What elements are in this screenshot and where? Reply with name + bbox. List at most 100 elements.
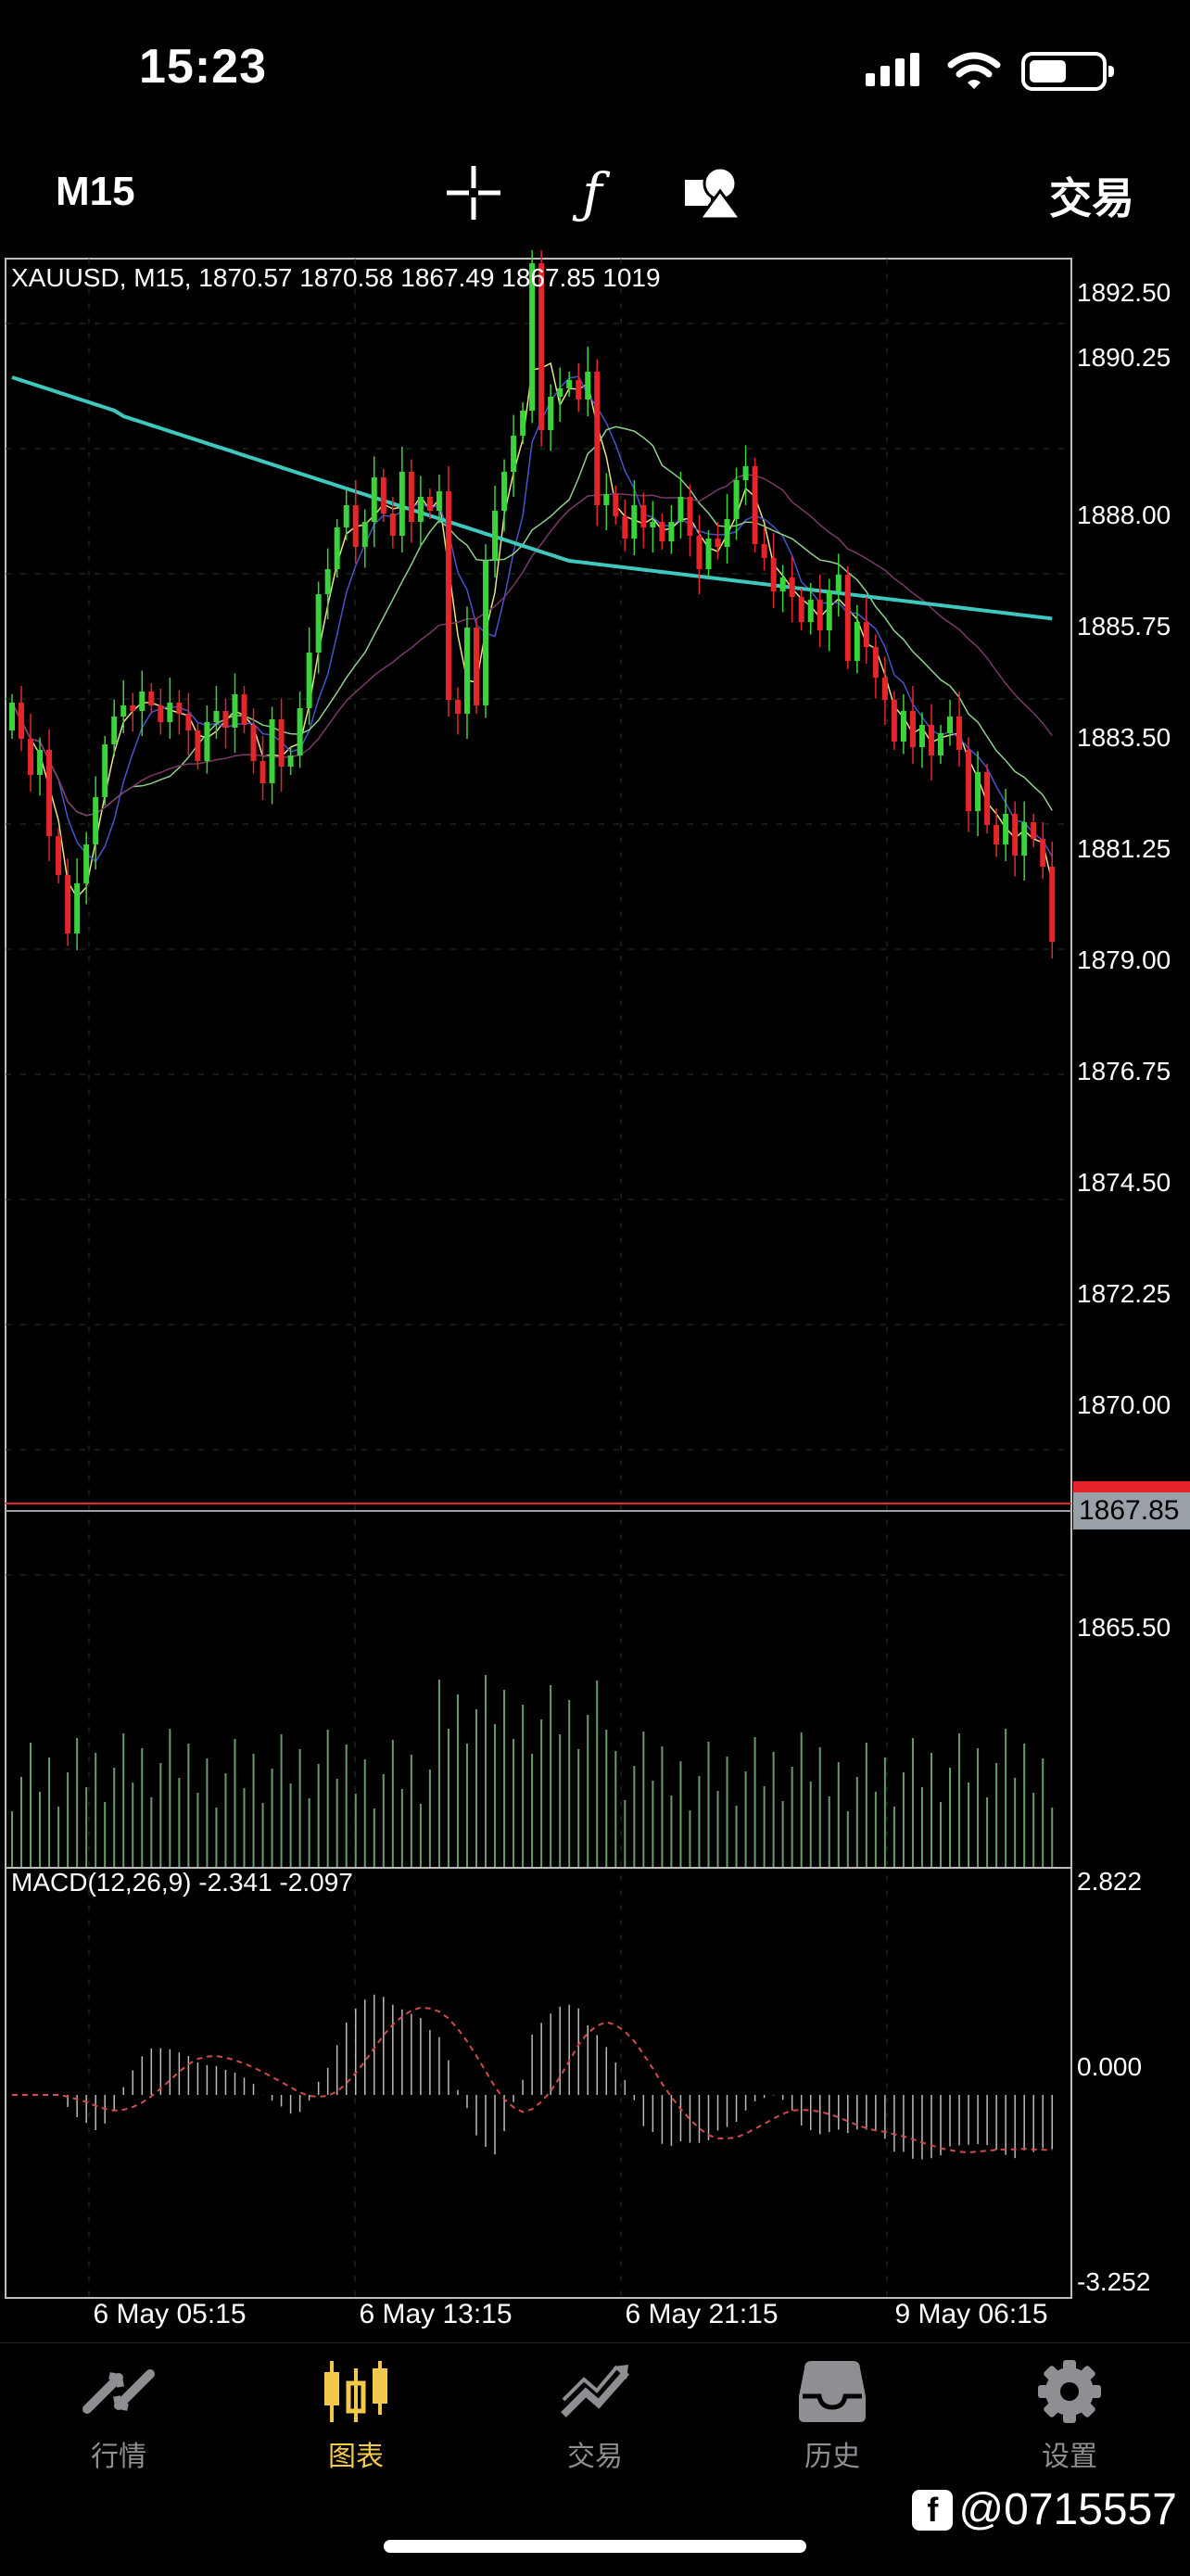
candle-body: [807, 600, 814, 622]
candle-body: [779, 577, 786, 591]
tab-label: 设置: [1042, 2442, 1097, 2472]
chart-frame: [5, 258, 1072, 2299]
candle-body: [287, 755, 294, 767]
timeframe-button[interactable]: M15: [56, 169, 135, 214]
candle-body: [463, 628, 470, 714]
tab-label: 行情: [91, 2442, 146, 2472]
tab-label: 交易: [567, 2442, 623, 2472]
objects-icon[interactable]: [682, 162, 743, 223]
trade-button[interactable]: 交易: [1049, 174, 1134, 222]
tab-settings[interactable]: 设置: [977, 2359, 1162, 2474]
candle-body: [315, 594, 322, 653]
candle-body: [324, 569, 331, 594]
facebook-icon: f: [912, 2489, 954, 2531]
price-label: 1879.00: [1077, 945, 1171, 974]
history-icon: [799, 2361, 866, 2422]
candle-body: [195, 730, 201, 761]
candle-body: [1021, 822, 1028, 856]
chart-info-line: XAUUSD, M15, 1870.57 1870.58 1867.49 186…: [11, 263, 661, 292]
candle-body: [566, 380, 573, 388]
price-label: 1892.50: [1077, 278, 1171, 307]
candle-body: [668, 522, 675, 541]
candle-body: [742, 466, 749, 480]
candle-body: [947, 717, 954, 733]
candle-body: [492, 511, 499, 561]
candle-body: [548, 397, 554, 430]
price-chart[interactable]: [0, 250, 1190, 2336]
volume-bars: [11, 1675, 1054, 1867]
candle-body: [65, 875, 71, 933]
candle-body: [445, 491, 451, 700]
candle-body: [854, 622, 860, 661]
ma-slow: [11, 375, 1053, 621]
candle-body: [1012, 814, 1019, 856]
tab-quotes[interactable]: 行情: [26, 2359, 211, 2474]
candle-body: [1049, 867, 1056, 942]
candle-body: [538, 263, 545, 430]
quotes-icon: [82, 2369, 155, 2414]
candle-body: [111, 717, 118, 744]
battery-icon: [1021, 52, 1114, 91]
tab-label: 历史: [804, 2442, 860, 2472]
macd-axis-label: 0.000: [1077, 2052, 1143, 2081]
candle-body: [724, 519, 730, 547]
tab-trade[interactable]: 交易: [502, 2359, 688, 2474]
candle-body: [770, 558, 777, 591]
candles: [9, 250, 1056, 958]
candle-body: [984, 772, 991, 825]
chart-icon: [324, 2361, 387, 2422]
candle-body: [9, 703, 15, 730]
candle-body: [241, 694, 247, 725]
candle-body: [260, 761, 266, 783]
candle-body: [343, 505, 349, 527]
time-axis-label: 6 May 21:15: [625, 2299, 779, 2329]
candle-body: [28, 739, 34, 775]
candle-body: [705, 539, 712, 569]
candle-body: [232, 694, 238, 728]
candle-body: [817, 600, 823, 630]
candle-body: [1031, 822, 1037, 839]
price-label: 1888.00: [1077, 501, 1171, 529]
candle-body: [120, 705, 127, 717]
candle-body: [687, 497, 693, 536]
candle-body: [483, 561, 489, 705]
candle-body: [454, 700, 461, 714]
candle-body: [650, 522, 656, 527]
candle-body: [872, 647, 879, 678]
ma-long: [11, 474, 1053, 817]
candle-body: [994, 825, 1000, 844]
candle-body: [677, 497, 684, 522]
candle-body: [733, 480, 740, 519]
candle-body: [278, 719, 285, 767]
candle-body: [474, 628, 479, 705]
time-axis-label: 6 May 13:15: [359, 2299, 513, 2329]
candle-body: [975, 772, 981, 811]
tab-history[interactable]: 历史: [740, 2359, 925, 2474]
candle-body: [938, 733, 943, 755]
macd-info-line: MACD(12,26,9) -2.341 -2.097: [11, 1868, 353, 1897]
function-icon[interactable]: ƒ: [582, 161, 602, 224]
candle-body: [426, 497, 433, 511]
wifi-icon: [947, 52, 1001, 89]
candle-body: [826, 591, 832, 630]
candle-body: [436, 491, 442, 511]
price-label: 1870.00: [1077, 1390, 1171, 1419]
tab-chart[interactable]: 图表: [263, 2359, 449, 2474]
price-label: 1865.50: [1077, 1613, 1171, 1642]
candle-body: [594, 372, 601, 505]
candle-body: [752, 466, 758, 544]
candle-body: [399, 472, 405, 536]
macd-axis-label: -3.252: [1077, 2267, 1151, 2296]
candle-body: [640, 505, 647, 527]
candle-body: [222, 711, 229, 728]
candle-body: [835, 575, 842, 591]
candle-body: [213, 711, 220, 722]
candle-body: [844, 575, 851, 661]
candle-body: [37, 750, 44, 775]
current-price-label: 1867.85: [1073, 1492, 1190, 1529]
price-label: 1872.25: [1077, 1279, 1171, 1308]
time-axis-label: 9 May 06:15: [894, 2299, 1048, 2329]
crosshair-icon[interactable]: [443, 162, 504, 223]
candle-body: [83, 844, 90, 883]
status-time: 15:23: [139, 40, 267, 94]
